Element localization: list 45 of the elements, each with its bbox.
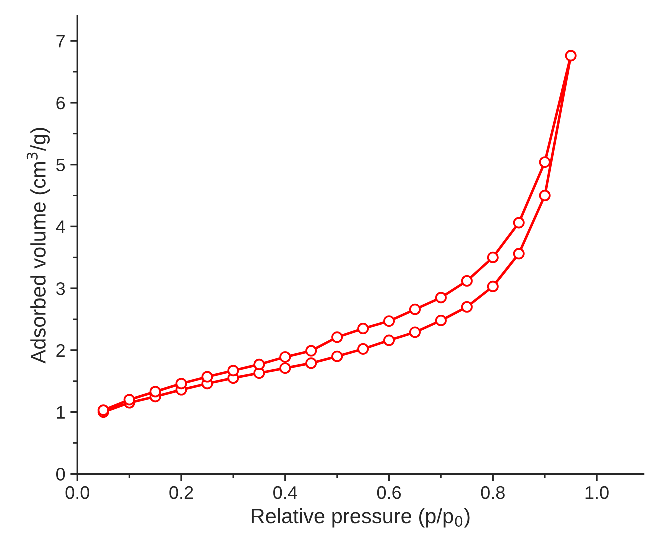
point <box>202 371 214 383</box>
y-tick-label: 6 <box>56 96 66 110</box>
point <box>332 332 344 344</box>
point <box>513 248 525 260</box>
point <box>539 156 551 168</box>
x-tick-label: 0.2 <box>170 486 194 500</box>
point <box>124 394 136 406</box>
point <box>384 316 396 328</box>
point <box>150 386 162 398</box>
point <box>461 275 473 287</box>
point <box>384 334 396 346</box>
x-tick-label: 1.0 <box>586 486 609 500</box>
x-tick-label: 0.6 <box>377 486 402 500</box>
point <box>280 351 292 363</box>
point <box>358 343 370 355</box>
y-tick-label: 4 <box>56 220 66 234</box>
point <box>513 217 525 229</box>
x-axis-title: Relative pressure (p/p$_{0}$) <box>252 508 470 528</box>
point <box>539 190 551 202</box>
point <box>358 323 370 335</box>
point <box>461 301 473 313</box>
point <box>280 362 292 374</box>
point <box>487 280 499 292</box>
y-axis-title: Adsorbed volume (cm$^{3}$/g) <box>26 128 50 364</box>
y-tick-label: 2 <box>56 344 65 357</box>
y-tick-label: 1 <box>57 406 65 419</box>
point <box>409 304 422 316</box>
point <box>228 365 240 377</box>
y-tick-label: 5 <box>56 158 66 172</box>
point <box>435 314 447 326</box>
point <box>254 358 266 370</box>
point <box>306 345 318 357</box>
point <box>176 378 188 390</box>
y-tick-label: 7 <box>56 35 65 48</box>
y-tick-label: 0 <box>56 468 66 481</box>
point <box>565 50 577 62</box>
point <box>306 358 318 370</box>
x-tick-label: 0.4 <box>274 486 298 500</box>
point <box>487 252 499 264</box>
point <box>435 292 447 304</box>
point <box>332 350 344 362</box>
y-tick-label: 3 <box>56 282 66 296</box>
x-tick-label: 0.8 <box>481 486 505 500</box>
point <box>409 326 422 338</box>
x-tick-label: 0.0 <box>66 486 90 500</box>
